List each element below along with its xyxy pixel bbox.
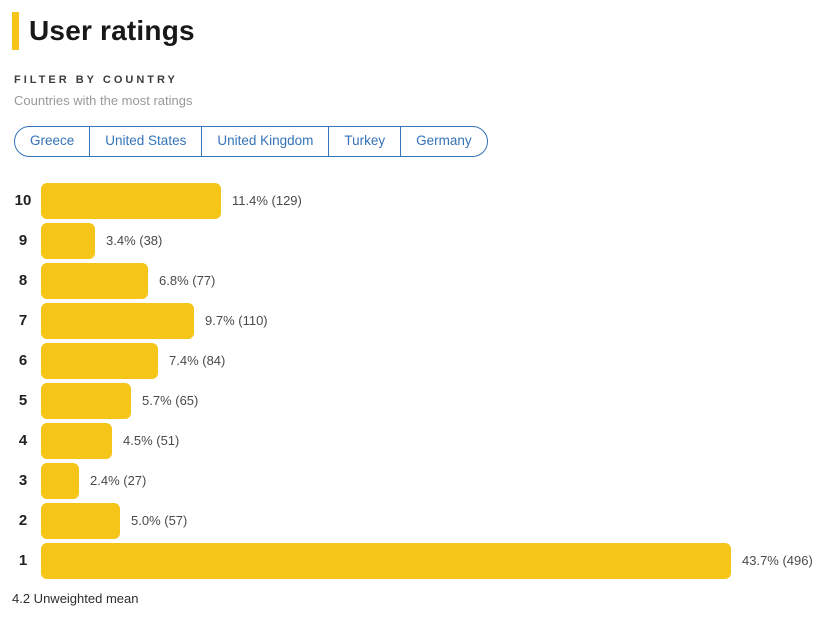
filter-sublabel: Countries with the most ratings	[14, 93, 193, 108]
country-filter-button[interactable]: Germany	[400, 127, 487, 156]
rating-category-label: 1	[18, 552, 28, 570]
unweighted-mean-label: 4.2 Unweighted mean	[12, 590, 139, 606]
rating-category-label: 2	[18, 512, 28, 530]
rating-value-label: 5.7% (65)	[142, 393, 199, 409]
page-title: User ratings	[29, 15, 195, 46]
filter-by-country-label: FILTER BY COUNTRY	[14, 74, 178, 86]
rating-category-label: 5	[18, 392, 28, 410]
filter-section: FILTER BY COUNTRY Countries with the mos…	[14, 74, 810, 108]
rating-row: 10 11.4% (129)	[12, 182, 810, 219]
rating-bar[interactable]	[41, 302, 194, 339]
rating-bar[interactable]	[41, 382, 131, 419]
rating-value-label: 6.8% (77)	[159, 273, 216, 289]
rating-row: 1 43.7% (496)	[12, 542, 813, 579]
rating-bar[interactable]	[41, 262, 148, 299]
rating-row: 6 7.4% (84)	[12, 342, 810, 379]
country-filter-button[interactable]: United Kingdom	[201, 127, 328, 156]
rating-row: 9 3.4% (38)	[12, 222, 810, 259]
rating-row: 3 2.4% (27)	[12, 462, 810, 499]
title-accent-bar	[12, 12, 19, 50]
rating-row: 7 9.7% (110)	[12, 302, 810, 339]
rating-value-label: 5.0% (57)	[131, 513, 188, 529]
rating-category-label: 4	[18, 432, 28, 450]
rating-bar[interactable]	[41, 182, 221, 219]
country-filter-button[interactable]: Turkey	[328, 127, 400, 156]
country-filter-group: Greece United States United Kingdom Turkey G…	[14, 126, 488, 157]
rating-value-label: 7.4% (84)	[169, 353, 226, 369]
rating-row: 4 4.5% (51)	[12, 422, 810, 459]
rating-bar[interactable]	[41, 502, 120, 539]
rating-value-label: 3.4% (38)	[106, 233, 163, 249]
rating-row: 5 5.7% (65)	[12, 382, 810, 419]
rating-bar[interactable]	[41, 222, 95, 259]
rating-bar[interactable]	[41, 462, 79, 499]
rating-value-label: 4.5% (51)	[123, 433, 180, 449]
rating-value-label: 9.7% (110)	[205, 313, 268, 329]
country-filter-button[interactable]: Greece	[15, 127, 89, 156]
rating-category-label: 3	[18, 472, 28, 490]
rating-row: 2 5.0% (57)	[12, 502, 810, 539]
country-filter-button[interactable]: United States	[89, 127, 201, 156]
rating-value-label: 11.4% (129)	[232, 193, 302, 209]
rating-category-label: 7	[18, 312, 28, 330]
rating-category-label: 6	[18, 352, 28, 370]
ratings-bar-chart: 10 11.4% (129) 9 3.4% (38) 8 6.8% (77) 7…	[12, 182, 813, 579]
rating-bar[interactable]	[41, 342, 158, 379]
user-ratings-page: User ratings FILTER BY COUNTRY Countries…	[12, 12, 813, 606]
rating-category-label: 10	[14, 192, 32, 210]
rating-bar[interactable]	[41, 422, 112, 459]
rating-value-label: 43.7% (496)	[742, 553, 813, 569]
rating-category-label: 8	[18, 272, 28, 290]
page-header: User ratings	[12, 12, 810, 50]
rating-row: 8 6.8% (77)	[12, 262, 810, 299]
rating-value-label: 2.4% (27)	[90, 473, 147, 489]
rating-category-label: 9	[18, 232, 28, 250]
rating-bar[interactable]	[41, 542, 731, 579]
